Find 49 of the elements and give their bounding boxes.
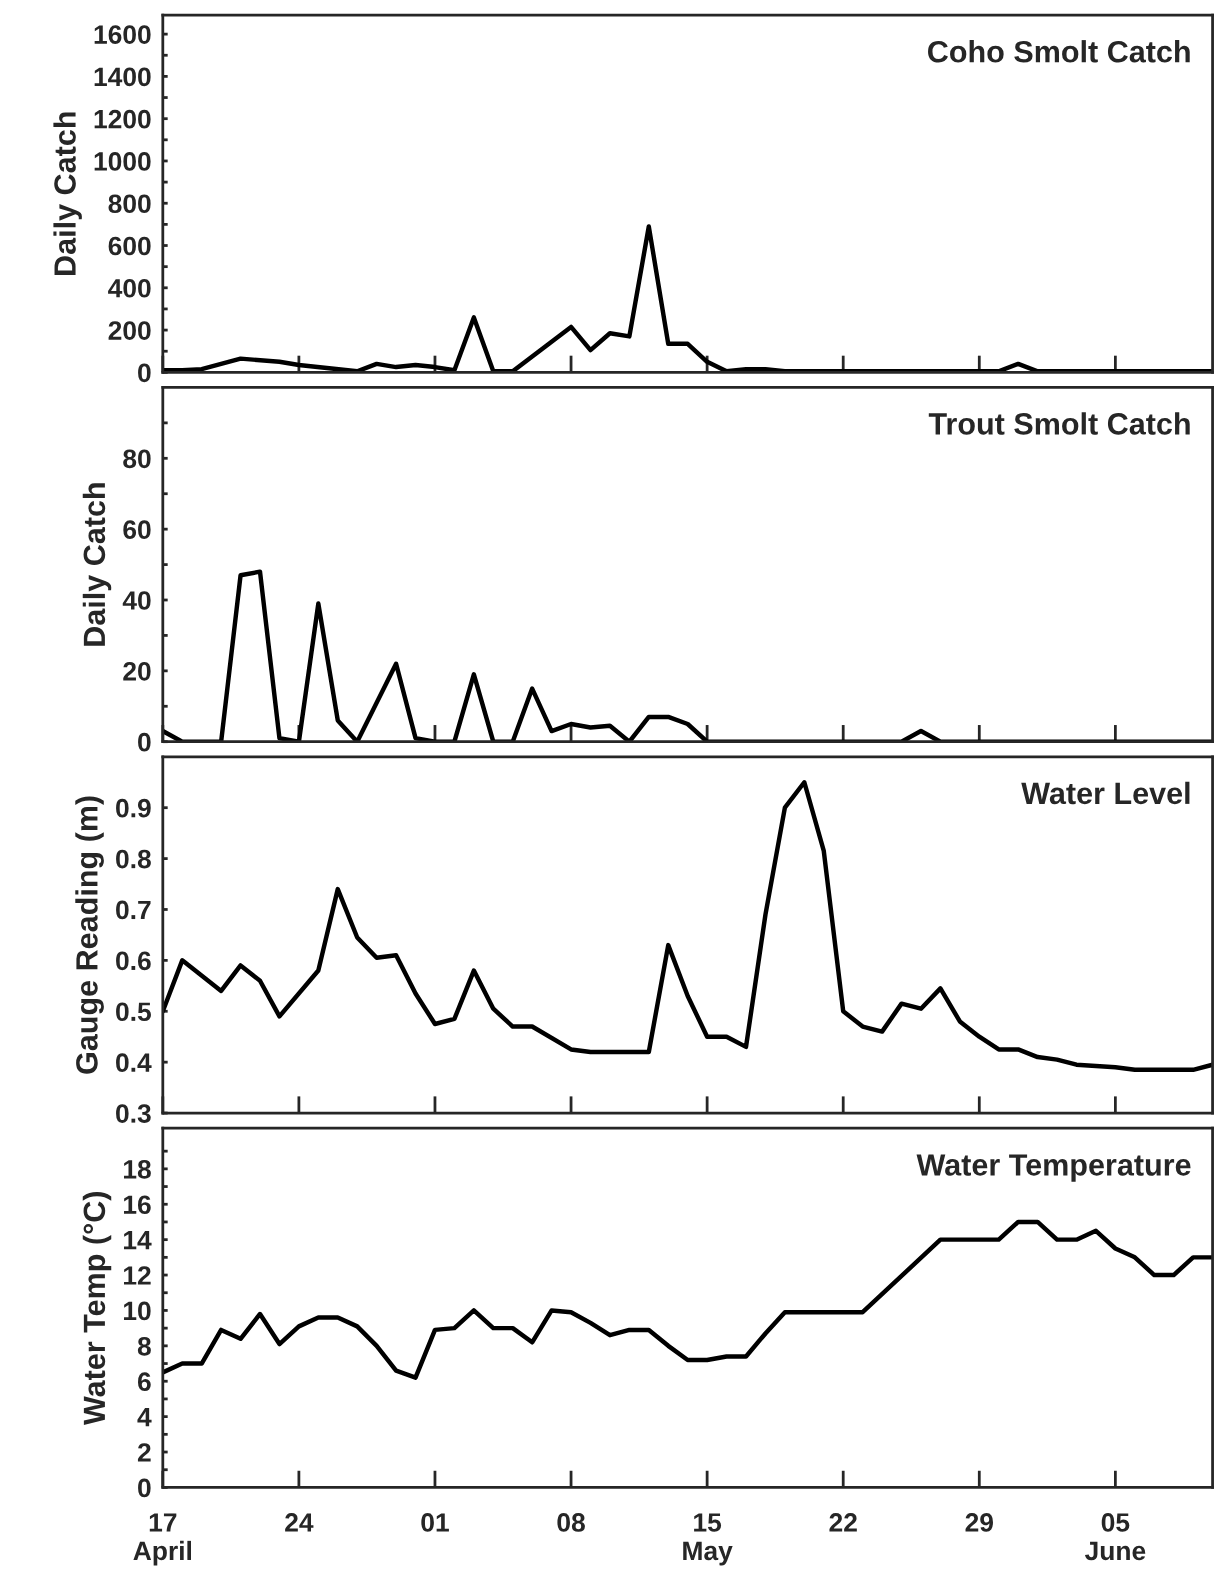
y-tick-label: 200 [108, 321, 151, 340]
y-tick-label: 18 [124, 1159, 151, 1179]
y-tick-label: 40 [122, 591, 151, 610]
y-tick-label: 0 [138, 732, 151, 752]
y-tick-label: 0.9 [116, 798, 151, 818]
y-tick-label: 1400 [94, 67, 151, 87]
y-tick-label: 0.4 [116, 1053, 152, 1072]
y-tick-label: 2 [137, 1443, 151, 1462]
x-tick-label: 01 [421, 1513, 449, 1532]
y-tick-label: 600 [108, 236, 151, 256]
x-tick-label: 15 May [683, 1513, 733, 1566]
x-tick-label: 22 [829, 1513, 857, 1532]
y-tick-label: 60 [123, 520, 151, 539]
y-tick-label: 10 [124, 1301, 151, 1321]
y-tick-label: 8 [137, 1336, 151, 1356]
y-tick-label: 0.6 [116, 951, 151, 971]
text: Water Temperature [916, 1154, 1191, 1182]
x-tick-label: 24 [285, 1513, 314, 1532]
y-tick-label: 80 [123, 449, 151, 469]
y-axis-title: Daily Catch [82, 483, 112, 646]
y-axis-title: Gauge Reading (m) [75, 796, 104, 1074]
x-tick-label: 05 June [1084, 1513, 1146, 1561]
y-tick-label: 1600 [94, 25, 151, 44]
y-tick-label: 0.7 [116, 900, 151, 920]
x-tick-label: 29 [965, 1513, 993, 1532]
text: Water Level [1021, 781, 1190, 805]
y-tick-label: 14 [124, 1231, 152, 1250]
y-tick-label: 20 [123, 661, 151, 681]
y-tick-label: 6 [137, 1372, 151, 1392]
y-tick-label: 800 [108, 194, 151, 214]
y-tick-label: 0 [138, 1478, 151, 1498]
x-tick-label: 17 April [133, 1513, 191, 1566]
y-axis-title: Daily Catch [53, 112, 82, 275]
y-tick-label: 1200 [94, 109, 151, 129]
line-series [162, 1219, 1213, 1380]
y-tick-label: 12 [124, 1266, 151, 1285]
text: Trout Smolt Catch [928, 412, 1190, 435]
line-series [162, 780, 1213, 1073]
text: Coho Smolt Catch [928, 40, 1190, 63]
y-tick-label: 16 [124, 1195, 151, 1215]
y-axis-title: Water Temp (°C) [82, 1192, 112, 1426]
y-tick-label: 0.8 [116, 849, 151, 869]
x-tick-label: 08 [557, 1513, 585, 1532]
y-tick-label: 4 [137, 1408, 152, 1427]
y-tick-label: 1000 [94, 152, 151, 171]
y-tick-label: 0.5 [116, 1002, 151, 1022]
y-tick-label: 400 [108, 278, 151, 298]
y-tick-label: 0 [138, 363, 151, 383]
y-tick-label: 0.3 [116, 1104, 151, 1123]
